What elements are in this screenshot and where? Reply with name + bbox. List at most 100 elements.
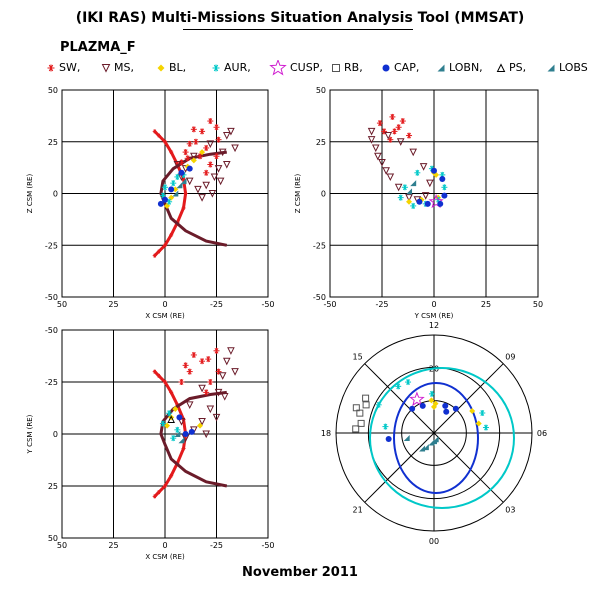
point-ms bbox=[378, 158, 386, 167]
point-sw bbox=[207, 118, 214, 125]
point-sw bbox=[395, 124, 402, 131]
legend-symbol-icon bbox=[101, 64, 111, 73]
point-bl bbox=[406, 198, 413, 205]
legend-label: AUR, bbox=[224, 61, 251, 74]
point-cap bbox=[162, 196, 168, 203]
polar-point-bl bbox=[428, 397, 435, 404]
x-axis-label: X CSM (RE) bbox=[145, 553, 185, 561]
panel-xy: 50 25 0 -25 -50 -50 -25 0 25 50 X CSM (RE) Y CSM (R… bbox=[26, 326, 275, 561]
legend-label: BL, bbox=[169, 61, 187, 74]
x-tick-label: -50 bbox=[323, 300, 336, 309]
polar-point-aur bbox=[482, 424, 489, 431]
x-axis-label: Y CSM (RE) bbox=[414, 312, 454, 320]
point-bl bbox=[164, 422, 171, 429]
point-ms bbox=[220, 393, 229, 401]
y-axis-label: Z CSM (RE) bbox=[294, 174, 302, 214]
x-tick-label: 25 bbox=[481, 300, 491, 309]
point-cap bbox=[178, 169, 185, 176]
point-sw bbox=[389, 113, 396, 120]
point-ms bbox=[202, 181, 211, 190]
y-tick-label: -50 bbox=[313, 293, 326, 302]
point-sw bbox=[199, 358, 206, 365]
point-sw bbox=[186, 368, 193, 375]
point-ms bbox=[371, 144, 380, 153]
point-lobn bbox=[180, 178, 187, 185]
point-ms bbox=[222, 161, 231, 169]
point-sw bbox=[190, 351, 197, 358]
x-tick-label: 0 bbox=[162, 300, 167, 309]
point-sw bbox=[178, 159, 185, 166]
point-sw bbox=[186, 140, 193, 147]
legend-label: MS, bbox=[114, 61, 134, 74]
point-ms bbox=[206, 140, 215, 148]
point-ms bbox=[384, 132, 393, 140]
y-tick-label: 0 bbox=[53, 430, 58, 439]
point-ms bbox=[421, 192, 430, 200]
y-tick-label: 0 bbox=[321, 190, 326, 199]
polar-point-cap bbox=[409, 405, 416, 412]
point-bl bbox=[164, 202, 171, 209]
point-lobn bbox=[406, 188, 413, 195]
polar-point-bl bbox=[475, 420, 482, 427]
polar-point-rb bbox=[362, 401, 370, 409]
point-sw bbox=[213, 124, 220, 131]
point-aur bbox=[441, 184, 448, 191]
plot-frame bbox=[329, 89, 539, 298]
point-ms bbox=[218, 148, 227, 157]
mlt-label: 21 bbox=[353, 505, 363, 514]
x-tick-label: 50 bbox=[57, 541, 67, 550]
mlt-label: 06 bbox=[537, 429, 547, 438]
polar-point-cusp bbox=[409, 391, 425, 407]
point-ms bbox=[216, 177, 225, 186]
mlt-label: 03 bbox=[505, 505, 515, 514]
point-sw bbox=[197, 153, 204, 160]
x-tick-label: 0 bbox=[431, 300, 436, 309]
bowshock-curve bbox=[153, 130, 188, 257]
point-cap bbox=[176, 414, 183, 421]
x-tick-label: -50 bbox=[261, 300, 274, 309]
point-sw bbox=[203, 169, 210, 176]
point-aur bbox=[414, 169, 421, 176]
panel-yz: -50 -25 0 25 50 50 25 0 -25 -50 Y CSM (RE) Z CSM (R… bbox=[294, 86, 543, 320]
x-tick-label: 50 bbox=[533, 300, 543, 309]
y-tick-label: -25 bbox=[45, 378, 58, 387]
legend-label: LOBS bbox=[559, 61, 588, 74]
legend-label: RB, bbox=[344, 61, 363, 74]
polar-point-cap bbox=[419, 402, 426, 409]
point-sw bbox=[203, 144, 210, 151]
point-sw bbox=[207, 161, 214, 168]
point-ms bbox=[426, 179, 434, 188]
point-ms bbox=[382, 167, 390, 175]
point-ms bbox=[227, 347, 235, 355]
y-tick-label: 50 bbox=[48, 86, 58, 95]
point-sw bbox=[387, 136, 394, 143]
polar-point-rb bbox=[352, 404, 360, 412]
legend-symbol-icon bbox=[437, 64, 445, 72]
point-aur bbox=[162, 184, 168, 191]
point-ms bbox=[394, 183, 403, 192]
x-tick-label: -25 bbox=[375, 300, 388, 309]
polar-point-rb bbox=[356, 409, 364, 417]
polar-point-lobn bbox=[428, 439, 435, 446]
y-axis-label: Z CSM (RE) bbox=[26, 174, 34, 214]
x-tick-label: 0 bbox=[162, 541, 167, 550]
point-ms bbox=[212, 413, 221, 422]
point-bl bbox=[197, 422, 204, 429]
point-cap bbox=[431, 167, 437, 174]
point-sw bbox=[190, 126, 197, 133]
legend-label: CAP, bbox=[394, 61, 420, 74]
legend-label: LOBN, bbox=[449, 61, 483, 74]
polar-point-aur bbox=[428, 390, 435, 397]
polar-point-aur bbox=[405, 379, 412, 386]
polar-point-cap bbox=[385, 435, 392, 442]
point-lobn bbox=[410, 180, 417, 187]
legend-symbol-icon bbox=[47, 64, 55, 72]
mlt-label: 15 bbox=[353, 353, 363, 362]
point-sw bbox=[199, 128, 206, 135]
point-ms bbox=[210, 173, 219, 182]
point-ms bbox=[198, 384, 206, 393]
legend-label: PS, bbox=[509, 61, 527, 74]
point-ms bbox=[194, 185, 202, 194]
x-tick-label: -25 bbox=[210, 541, 223, 550]
